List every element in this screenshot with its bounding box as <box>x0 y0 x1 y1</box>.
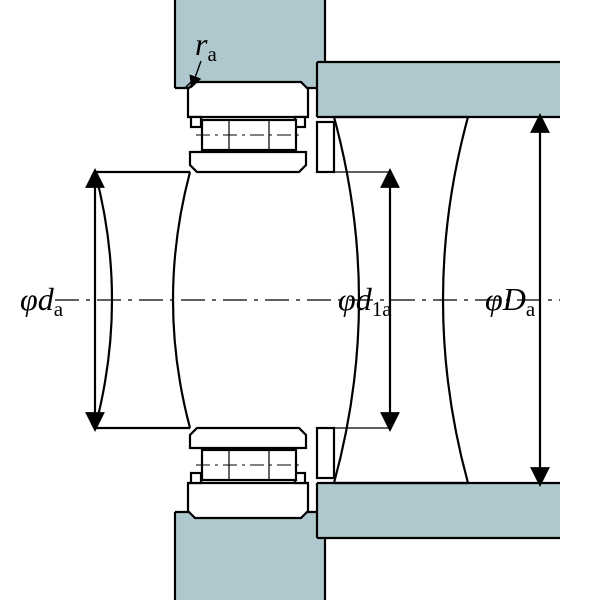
label-phi-D-a: φDa <box>485 281 536 321</box>
label-phi-d-1a: φd1a <box>338 281 392 321</box>
label-phi-d-a: φda <box>20 281 64 321</box>
bearing-diagram: raφdaφd1aφDa <box>0 0 600 600</box>
